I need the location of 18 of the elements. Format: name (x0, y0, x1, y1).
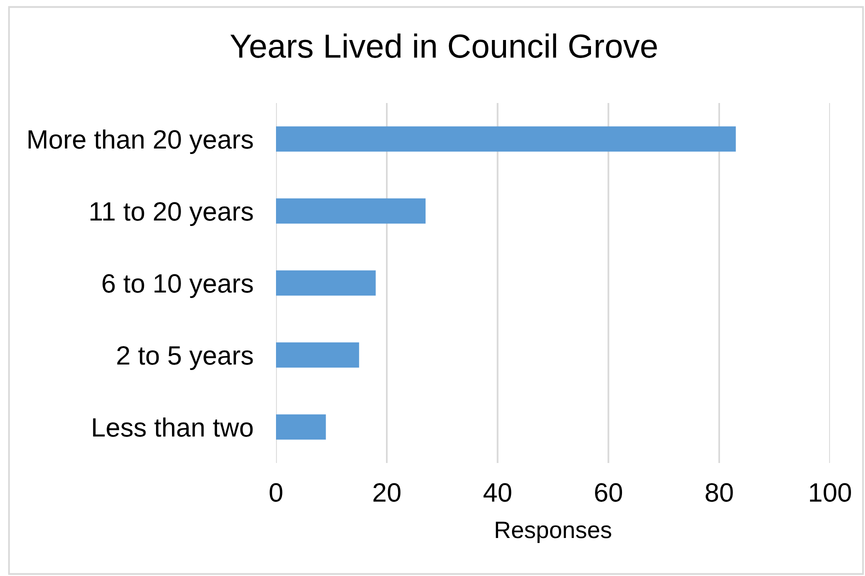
y-tick-label: More than 20 years (28, 129, 253, 154)
x-tick-label: 100 (810, 483, 851, 502)
y-tick-label: 11 to 20 years (90, 202, 253, 226)
chart-title: Years Lived in Council Grove (230, 33, 657, 58)
x-tick-label: 0 (270, 483, 282, 502)
x-tick-label: 80 (706, 483, 733, 502)
x-tick-label: 40 (484, 483, 512, 502)
bar (276, 126, 736, 152)
y-tick-label: 6 to 10 years (102, 274, 253, 298)
x-axis-title: Responses (496, 522, 612, 543)
bar (276, 270, 376, 296)
bar (276, 342, 360, 368)
y-tick-label: 2 to 5 years (117, 346, 253, 370)
bar (276, 198, 426, 224)
x-tick-label: 20 (373, 483, 400, 502)
y-tick-label: Less than two (93, 417, 253, 437)
x-tick-label: 60 (595, 483, 622, 502)
bar (276, 414, 326, 440)
